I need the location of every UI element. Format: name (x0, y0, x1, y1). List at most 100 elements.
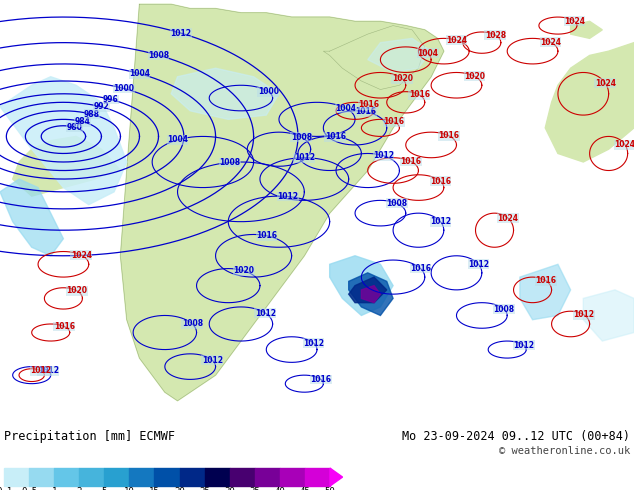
Text: 1004: 1004 (335, 104, 357, 113)
Text: 1: 1 (51, 487, 57, 490)
Bar (280, 468, 305, 486)
Text: 45: 45 (299, 487, 310, 490)
Text: 1008: 1008 (386, 199, 407, 208)
Polygon shape (120, 4, 444, 401)
Text: 1012: 1012 (277, 192, 298, 201)
Bar (230, 468, 255, 486)
Text: 1020: 1020 (67, 286, 87, 295)
Text: 1004: 1004 (417, 49, 438, 58)
Text: 980: 980 (67, 122, 82, 132)
Polygon shape (171, 68, 279, 120)
Bar (205, 468, 230, 486)
Text: 35: 35 (249, 487, 260, 490)
Text: 1016: 1016 (439, 131, 460, 141)
Text: 1012: 1012 (303, 339, 324, 348)
Polygon shape (330, 256, 393, 316)
Text: 1000: 1000 (258, 87, 279, 96)
Text: 1004: 1004 (167, 135, 188, 145)
Text: 1008: 1008 (219, 158, 240, 167)
Text: 1000: 1000 (113, 84, 134, 93)
Text: 0.1: 0.1 (0, 487, 12, 490)
Bar (54, 468, 79, 486)
Text: 1012: 1012 (513, 341, 534, 350)
Bar (29, 468, 54, 486)
Text: 1016: 1016 (256, 231, 277, 240)
Text: 1012: 1012 (202, 356, 223, 365)
Text: © weatheronline.co.uk: © weatheronline.co.uk (499, 446, 630, 456)
Text: Precipitation [mm] ECMWF: Precipitation [mm] ECMWF (4, 430, 175, 443)
Polygon shape (368, 38, 431, 73)
Text: 5: 5 (101, 487, 107, 490)
Text: 988: 988 (84, 110, 100, 119)
Polygon shape (349, 273, 393, 316)
Bar (155, 468, 179, 486)
Polygon shape (361, 286, 380, 303)
Text: 1008: 1008 (493, 305, 514, 314)
Polygon shape (330, 468, 342, 486)
Text: 1012: 1012 (294, 153, 315, 162)
Bar (305, 468, 330, 486)
Text: 1012: 1012 (170, 28, 191, 38)
Text: 50: 50 (325, 487, 335, 490)
Text: 1008: 1008 (291, 133, 312, 142)
Text: 15: 15 (149, 487, 160, 490)
Text: 40: 40 (275, 487, 285, 490)
Text: 1024: 1024 (540, 38, 561, 47)
Polygon shape (571, 21, 602, 38)
Polygon shape (545, 43, 634, 162)
Bar (255, 468, 280, 486)
Text: 1008: 1008 (148, 50, 169, 60)
Text: 1012: 1012 (430, 217, 451, 226)
Text: 1012: 1012 (30, 366, 51, 375)
Text: 1016: 1016 (325, 132, 346, 141)
Bar (179, 468, 205, 486)
Text: 1020: 1020 (233, 267, 255, 275)
Polygon shape (0, 179, 63, 256)
Text: 10: 10 (124, 487, 135, 490)
Text: 984: 984 (74, 117, 91, 126)
Bar (4, 468, 29, 486)
Text: 1012: 1012 (373, 151, 394, 160)
Text: 1016: 1016 (536, 276, 557, 285)
Polygon shape (0, 77, 127, 205)
Polygon shape (520, 264, 571, 319)
Polygon shape (583, 290, 634, 341)
Text: 1024: 1024 (71, 251, 92, 260)
Text: 1020: 1020 (392, 74, 413, 83)
Text: 1024: 1024 (595, 78, 616, 88)
Text: 1004: 1004 (129, 69, 150, 78)
Text: 0.5: 0.5 (21, 487, 37, 490)
Text: 1024: 1024 (614, 141, 634, 149)
Text: 1012: 1012 (468, 260, 489, 269)
Text: 20: 20 (174, 487, 185, 490)
Text: 1020: 1020 (464, 72, 485, 81)
Bar (79, 468, 105, 486)
Text: 2: 2 (77, 487, 82, 490)
Text: 1012: 1012 (255, 309, 276, 318)
Text: 1008: 1008 (182, 319, 203, 328)
Text: 1012: 1012 (37, 367, 59, 375)
Text: 1016: 1016 (410, 264, 431, 273)
Text: 25: 25 (199, 487, 210, 490)
Text: Mo 23-09-2024 09..12 UTC (00+84): Mo 23-09-2024 09..12 UTC (00+84) (402, 430, 630, 443)
Polygon shape (13, 136, 120, 196)
Text: 996: 996 (103, 95, 119, 104)
Text: 1016: 1016 (430, 177, 451, 186)
Text: 1012: 1012 (574, 311, 595, 319)
Text: 1016: 1016 (409, 90, 430, 99)
Text: 992: 992 (94, 102, 109, 111)
Text: 1028: 1028 (485, 30, 506, 40)
Text: 1016: 1016 (384, 118, 404, 126)
Bar (105, 468, 129, 486)
Text: 1016: 1016 (54, 322, 75, 331)
Text: 1024: 1024 (446, 36, 467, 45)
Bar (129, 468, 155, 486)
Text: 30: 30 (224, 487, 235, 490)
Text: 1024: 1024 (498, 214, 519, 222)
Text: 1016: 1016 (358, 100, 379, 109)
Text: 1016: 1016 (310, 375, 332, 384)
Text: 1016: 1016 (401, 157, 422, 166)
Polygon shape (349, 277, 387, 303)
Polygon shape (323, 25, 425, 90)
Text: 1016: 1016 (356, 107, 377, 116)
